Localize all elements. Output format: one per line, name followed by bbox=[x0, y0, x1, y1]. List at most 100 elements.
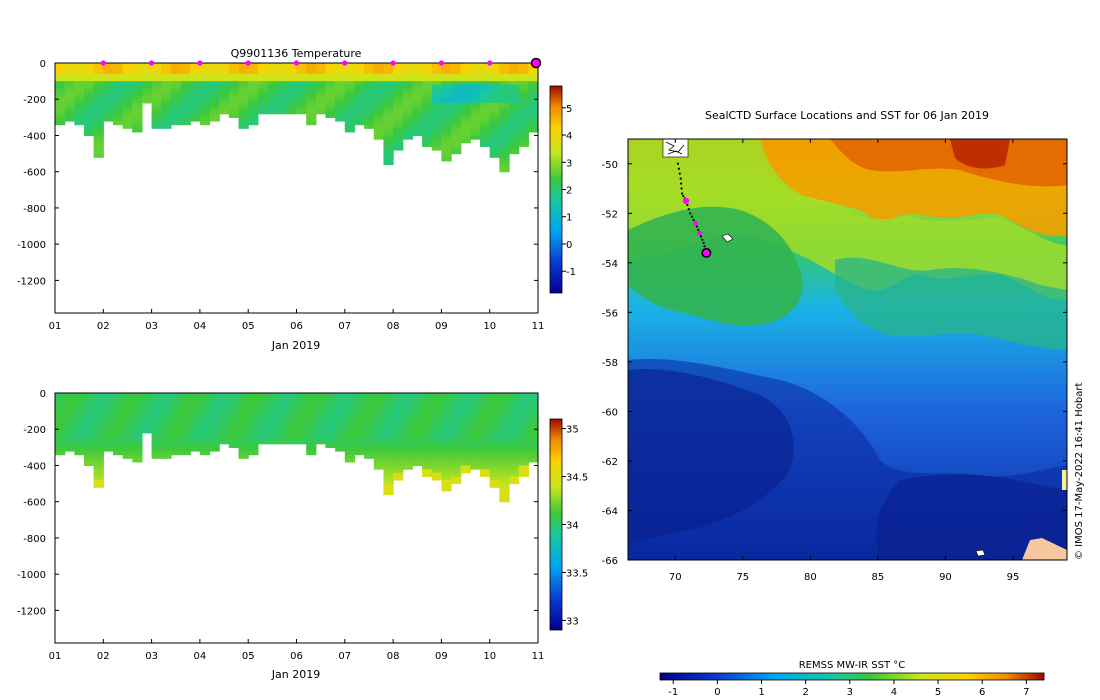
colorbar-tick-label: 5 bbox=[566, 104, 572, 115]
x-tick-label: 06 bbox=[290, 651, 303, 662]
profile-marker bbox=[438, 60, 444, 66]
sst-colorbar-tick-label: 3 bbox=[847, 687, 853, 698]
current-location-marker bbox=[701, 247, 712, 258]
colorbar-tick-label: 35 bbox=[566, 425, 579, 436]
sst-field bbox=[628, 139, 1067, 560]
x-tick-label: 04 bbox=[194, 321, 207, 332]
map-y-axis: -50 -52 -54 -56 -58 -60 -62 -64 -66 bbox=[602, 160, 1067, 567]
profile-marker bbox=[390, 60, 396, 66]
profile-markers bbox=[100, 57, 542, 69]
map-y-tick-label: -54 bbox=[602, 259, 618, 270]
salinity-colorbar bbox=[549, 418, 563, 631]
map-y-tick-label: -62 bbox=[602, 457, 618, 468]
x-tick-label: 11 bbox=[532, 651, 545, 662]
sst-colorbar bbox=[659, 672, 1045, 681]
colorbar-tick-label: 3 bbox=[566, 158, 572, 169]
x-tick-label: 10 bbox=[483, 651, 496, 662]
y-tick-label: -1200 bbox=[17, 606, 46, 617]
imos-credit: © IMOS 17-May-2022 16:41 Hobart bbox=[1074, 383, 1085, 560]
profile-marker bbox=[245, 60, 251, 66]
sst-map-panel: SealCTD Surface Locations and SST for 06… bbox=[602, 109, 1085, 698]
map-title: SealCTD Surface Locations and SST for 06… bbox=[705, 109, 989, 122]
sst-colorbar-tick-label: 7 bbox=[1023, 687, 1029, 698]
temperature-title: Q9901136 Temperature bbox=[231, 47, 362, 60]
profile-marker bbox=[487, 60, 493, 66]
salinity-y-axis: 0 -200 -400 -600 -800 -1000 -1200 bbox=[17, 389, 538, 617]
x-tick-label: 06 bbox=[290, 321, 303, 332]
sst-colorbar-tick-label: 6 bbox=[979, 687, 985, 698]
map-x-tick-label: 90 bbox=[939, 572, 952, 583]
sst-colorbar-label: REMSS MW-IR SST °C bbox=[799, 660, 906, 671]
x-tick-label: 05 bbox=[242, 321, 255, 332]
temperature-colorbar-ticks: 5 4 3 2 1 0 -1 bbox=[562, 104, 576, 278]
x-tick-label: 07 bbox=[338, 321, 351, 332]
sst-colorbar-ticks: -1 0 1 2 3 4 5 6 7 bbox=[668, 680, 1030, 698]
y-tick-label: 0 bbox=[40, 59, 46, 70]
map-y-tick-label: -60 bbox=[602, 407, 618, 418]
colorbar-tick-label: 33.5 bbox=[566, 568, 588, 579]
y-tick-label: -600 bbox=[23, 168, 46, 179]
map-x-tick-label: 80 bbox=[804, 572, 817, 583]
profile-marker bbox=[149, 60, 155, 66]
y-tick-label: -400 bbox=[23, 461, 46, 472]
map-y-tick-label: -66 bbox=[602, 556, 618, 567]
x-tick-label: 02 bbox=[97, 651, 110, 662]
x-tick-label: 03 bbox=[145, 651, 158, 662]
x-tick-label: 05 bbox=[242, 651, 255, 662]
map-y-tick-label: -58 bbox=[602, 358, 618, 369]
y-tick-label: -1000 bbox=[17, 570, 46, 581]
x-tick-label: 11 bbox=[532, 321, 545, 332]
y-tick-label: -400 bbox=[23, 131, 46, 142]
profile-marker bbox=[197, 60, 203, 66]
profile-marker bbox=[293, 60, 300, 66]
map-y-tick-label: -64 bbox=[602, 506, 618, 517]
x-tick-label: 09 bbox=[435, 651, 448, 662]
salinity-x-axis: 01 02 03 04 05 06 07 08 09 10 11 bbox=[49, 639, 545, 662]
x-tick-label: 04 bbox=[194, 651, 207, 662]
colorbar-tick-label: -1 bbox=[566, 267, 576, 278]
sst-colorbar-tick-label: 0 bbox=[714, 687, 720, 698]
x-tick-label: 08 bbox=[387, 651, 400, 662]
y-tick-label: -200 bbox=[23, 425, 46, 436]
colorbar-tick-label: 2 bbox=[566, 186, 572, 197]
y-tick-label: -800 bbox=[23, 534, 46, 545]
colorbar-tick-label: 34 bbox=[566, 521, 579, 532]
sst-colorbar-tick-label: 5 bbox=[935, 687, 941, 698]
map-axes-frame bbox=[627, 138, 1068, 561]
current-profile-marker bbox=[530, 57, 542, 69]
map-x-tick-label: 70 bbox=[669, 572, 682, 583]
x-tick-label: 10 bbox=[483, 321, 496, 332]
sst-colorbar-tick-label: -1 bbox=[668, 687, 678, 698]
x-tick-label: 09 bbox=[435, 321, 448, 332]
colorbar-tick-label: 4 bbox=[566, 131, 572, 142]
temperature-colorbar bbox=[549, 85, 563, 294]
sst-colorbar-tick-label: 1 bbox=[758, 687, 764, 698]
y-tick-label: -1200 bbox=[17, 276, 46, 287]
colorbar-tick-label: 0 bbox=[566, 240, 572, 251]
salinity-x-label: Jan 2019 bbox=[271, 668, 320, 681]
y-tick-label: -800 bbox=[23, 204, 46, 215]
colorbar-tick-label: 1 bbox=[566, 213, 572, 224]
x-tick-label: 03 bbox=[145, 321, 158, 332]
x-tick-label: 01 bbox=[49, 651, 62, 662]
map-y-tick-label: -50 bbox=[602, 160, 618, 171]
x-tick-label: 02 bbox=[97, 321, 110, 332]
temperature-y-axis: 0 -200 -400 -600 -800 -1000 -1200 bbox=[17, 59, 538, 287]
temperature-section-cells bbox=[55, 63, 538, 173]
map-x-axis: 70 75 80 85 90 95 bbox=[669, 139, 1019, 583]
y-tick-label: -600 bbox=[23, 498, 46, 509]
x-tick-label: 07 bbox=[338, 651, 351, 662]
y-tick-label: 0 bbox=[40, 389, 46, 400]
map-y-tick-label: -52 bbox=[602, 209, 618, 220]
y-tick-label: -200 bbox=[23, 95, 46, 106]
map-x-tick-label: 95 bbox=[1007, 572, 1020, 583]
track-point bbox=[693, 221, 698, 226]
temperature-x-axis: 01 02 03 04 05 06 07 08 09 10 11 bbox=[49, 309, 545, 332]
map-x-tick-label: 75 bbox=[736, 572, 749, 583]
map-y-tick-label: -56 bbox=[602, 308, 618, 319]
salinity-section-cells bbox=[55, 393, 538, 503]
sst-colorbar-tick-label: 4 bbox=[891, 687, 897, 698]
salinity-colorbar-ticks: 35 34.5 34 33.5 33 bbox=[562, 425, 588, 627]
sst-colorbar-tick-label: 2 bbox=[802, 687, 808, 698]
